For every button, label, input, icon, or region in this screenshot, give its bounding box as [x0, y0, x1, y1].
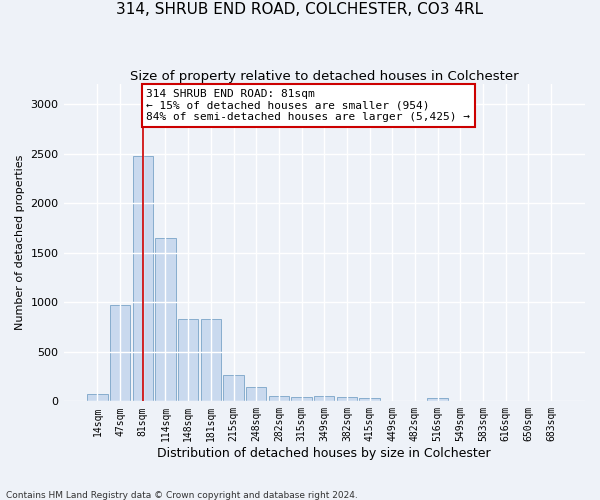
Bar — [269, 396, 289, 402]
Bar — [223, 375, 244, 402]
Bar — [314, 396, 334, 402]
Bar — [359, 398, 380, 402]
Y-axis label: Number of detached properties: Number of detached properties — [15, 155, 25, 330]
Bar — [246, 388, 266, 402]
Text: Contains HM Land Registry data © Crown copyright and database right 2024.: Contains HM Land Registry data © Crown c… — [6, 490, 358, 500]
Bar — [292, 397, 312, 402]
Title: Size of property relative to detached houses in Colchester: Size of property relative to detached ho… — [130, 70, 518, 83]
Bar — [178, 319, 199, 402]
Bar — [337, 397, 357, 402]
Bar — [110, 305, 130, 402]
Bar — [133, 156, 153, 402]
X-axis label: Distribution of detached houses by size in Colchester: Distribution of detached houses by size … — [157, 447, 491, 460]
Bar — [200, 319, 221, 402]
Bar — [155, 238, 176, 402]
Text: 314, SHRUB END ROAD, COLCHESTER, CO3 4RL: 314, SHRUB END ROAD, COLCHESTER, CO3 4RL — [116, 2, 484, 18]
Bar — [87, 394, 107, 402]
Bar — [427, 398, 448, 402]
Text: 314 SHRUB END ROAD: 81sqm
← 15% of detached houses are smaller (954)
84% of semi: 314 SHRUB END ROAD: 81sqm ← 15% of detac… — [146, 89, 470, 122]
